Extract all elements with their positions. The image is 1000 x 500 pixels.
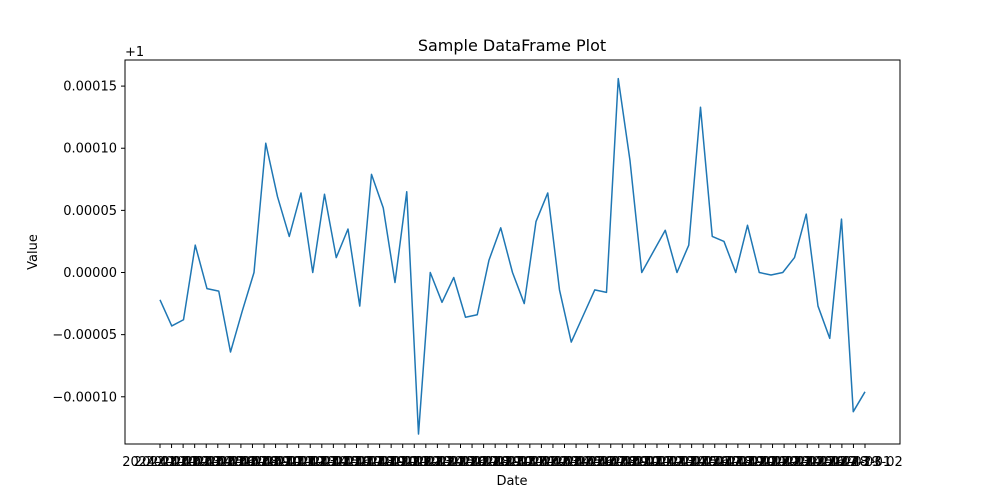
x-tick-label: 2024-02-26 xyxy=(769,455,845,470)
x-tick-label: 2024-03-01 xyxy=(816,455,892,470)
x-tick-label: 2024-02-01 xyxy=(480,455,556,470)
x-tick-label: 2024-01-27 xyxy=(423,455,499,470)
y-axis-ticks: 0.00015 0.00010 0.00005 0.00000 −0.00005 −0.0… xyxy=(52,80,125,405)
x-tick-label: 2024-02-14 xyxy=(631,455,707,470)
x-tick-label: 2024-02-04 xyxy=(515,455,591,470)
x-axis-ticks: 2024-01-012024-01-022024-01-032024-01-04… xyxy=(122,444,903,470)
plot-frame xyxy=(124,59,901,445)
x-tick-label: 2024-01-09 xyxy=(215,455,291,470)
x-tick-label: 2024-02-20 xyxy=(700,455,776,470)
x-tick-label: 2024-01-31 xyxy=(469,455,545,470)
x-tick-label: 2024-02-05 xyxy=(527,455,603,470)
x-tick-label: 2024-02-08 xyxy=(561,455,637,470)
x-tick-label: 2024-02-07 xyxy=(550,455,626,470)
y-tick-label: −0.00005 xyxy=(52,328,117,343)
x-tick-label: 2024-02-09 xyxy=(573,455,649,470)
x-tick-label: 2024-01-14 xyxy=(272,455,348,470)
x-tick-label: 2024-01-11 xyxy=(238,455,314,470)
x-tick-label: 2024-02-21 xyxy=(712,455,788,470)
x-tick-label: 2024-01-05 xyxy=(168,455,244,470)
y-axis-label: Value xyxy=(26,234,41,270)
x-tick-label: 2024-02-06 xyxy=(538,455,614,470)
x-tick-label: 2024-01-13 xyxy=(261,455,337,470)
x-tick-label: 2024-01-03 xyxy=(145,455,221,470)
x-tick-label: 2024-02-03 xyxy=(504,455,580,470)
x-tick-label: 2024-02-12 xyxy=(608,455,684,470)
x-tick-label: 2024-01-19 xyxy=(330,455,406,470)
y-tick-label: 0.00015 xyxy=(63,80,117,95)
x-tick-label: 2024-02-18 xyxy=(677,455,753,470)
series-line xyxy=(159,77,866,435)
x-tick-label: 2024-02-23 xyxy=(735,455,811,470)
x-tick-label: 2024-02-19 xyxy=(689,455,765,470)
x-tick-label: 2024-01-18 xyxy=(319,455,395,470)
y-tick-label: 0.00005 xyxy=(63,204,117,219)
x-axis-label: Date xyxy=(496,474,527,489)
x-tick-label: 2024-02-25 xyxy=(758,455,834,470)
x-tick-label: 2024-01-29 xyxy=(446,455,522,470)
x-tick-label: 2024-01-21 xyxy=(353,455,429,470)
y-tick-label: 0.00010 xyxy=(63,142,117,157)
y-tick-label: −0.00010 xyxy=(52,390,117,405)
x-tick-label: 2024-01-10 xyxy=(226,455,302,470)
x-tick-label: 2024-02-16 xyxy=(654,455,730,470)
x-tick-label: 2024-01-30 xyxy=(457,455,533,470)
x-tick-label: 2024-02-15 xyxy=(642,455,718,470)
x-tick-label: 2024-01-15 xyxy=(284,455,360,470)
x-tick-label: 2024-01-25 xyxy=(400,455,476,470)
x-tick-label: 2024-01-23 xyxy=(376,455,452,470)
x-tick-label: 2024-01-04 xyxy=(157,455,233,470)
x-tick-label: 2024-02-13 xyxy=(619,455,695,470)
x-tick-label: 2024-02-11 xyxy=(596,455,672,470)
x-tick-label: 2024-02-22 xyxy=(723,455,799,470)
x-tick-label: 2024-01-24 xyxy=(388,455,464,470)
x-tick-label: 2024-02-02 xyxy=(492,455,568,470)
x-tick-label: 2024-01-16 xyxy=(296,455,372,470)
y-offset-label: +1 xyxy=(125,45,144,60)
x-tick-label: 2024-01-26 xyxy=(411,455,487,470)
x-tick-label: 2024-01-17 xyxy=(307,455,383,470)
x-tick-label: 2024-01-01 xyxy=(122,455,198,470)
x-tick-label: 2024-01-28 xyxy=(434,455,510,470)
x-tick-label: 2024-02-10 xyxy=(585,455,661,470)
x-tick-label: 2024-03-02 xyxy=(827,455,903,470)
x-tick-label: 2024-02-29 xyxy=(804,455,880,470)
y-tick-label: 0.00000 xyxy=(63,266,117,281)
x-tick-label: 2024-01-12 xyxy=(249,455,325,470)
x-tick-label: 2024-01-06 xyxy=(180,455,256,470)
x-tick-label: 2024-02-24 xyxy=(746,455,822,470)
chart-title: Sample DataFrame Plot xyxy=(418,36,606,55)
x-tick-label: 2024-02-27 xyxy=(781,455,857,470)
x-tick-label: 2024-01-20 xyxy=(342,455,418,470)
x-tick-label: 2024-02-28 xyxy=(793,455,869,470)
x-tick-label: 2024-01-02 xyxy=(134,455,210,470)
x-tick-label: 2024-01-08 xyxy=(203,455,279,470)
x-tick-label: 2024-01-07 xyxy=(192,455,268,470)
x-tick-label: 2024-02-17 xyxy=(665,455,741,470)
x-tick-label: 2024-01-22 xyxy=(365,455,441,470)
